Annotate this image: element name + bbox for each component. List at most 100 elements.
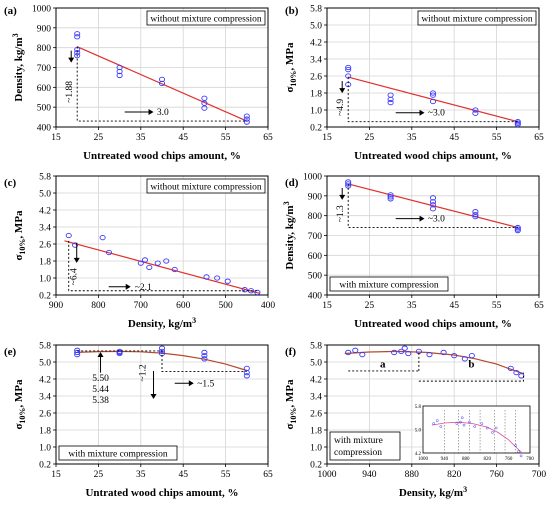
y-tick-label: 1000 — [303, 173, 322, 183]
y-tick-label: 1.0 — [39, 444, 51, 454]
data-point — [201, 352, 208, 359]
annotation-horizontal: ~1.5 — [197, 379, 214, 389]
data-point — [99, 234, 106, 241]
x-tick-label: 55 — [492, 133, 502, 143]
inset-data-point — [468, 420, 471, 424]
data-point — [451, 352, 458, 359]
condition-box — [58, 445, 178, 461]
arrow-head — [419, 215, 425, 222]
condition-label: without mixture compression — [150, 15, 262, 25]
arrow-head — [419, 109, 425, 116]
annotation-value: 5.50 — [92, 374, 109, 384]
inset-data-point — [473, 425, 477, 428]
condition-label: with mixture compression — [339, 281, 438, 291]
annotation-horizontal: ~3.0 — [428, 215, 445, 225]
annotation-horizontal: ~2.1 — [135, 283, 152, 293]
data-point — [387, 194, 394, 200]
annotation-vertical: ~6.4 — [70, 268, 80, 285]
y-axis-label: Density, kg/m3 — [282, 201, 296, 269]
inset-data-point — [455, 422, 459, 425]
x-tick-label: 55 — [492, 301, 502, 311]
inset-y-tick-label: 4.2 — [415, 452, 422, 457]
x-tick-label: 15 — [322, 301, 332, 311]
data-point — [415, 348, 422, 355]
data-point — [398, 348, 405, 355]
inset-frame — [422, 405, 531, 454]
y-tick-label: 3.4 — [39, 224, 51, 234]
y-tick-label: 400 — [37, 124, 52, 134]
plot-frame — [326, 344, 540, 465]
inset-data-point — [514, 444, 518, 448]
annotation-horizontal: ~3.0 — [428, 109, 445, 119]
y-tick-label: 1.8 — [310, 427, 322, 437]
arrow-head — [339, 88, 346, 94]
data-point — [472, 212, 479, 218]
y-tick-label: 5.8 — [39, 342, 51, 352]
x-tick-label: 45 — [449, 301, 459, 311]
data-point — [214, 275, 221, 281]
y-tick-label: 500 — [37, 104, 52, 114]
data-point — [201, 105, 208, 111]
condition-label: compression — [334, 448, 382, 458]
y-tick-label: 0.2 — [39, 292, 51, 302]
data-point — [426, 351, 433, 358]
annotation-vertical: ~4.9 — [336, 99, 346, 116]
data-point — [429, 199, 437, 205]
x-tick-label: 65 — [534, 301, 544, 311]
x-tick-label: 700 — [532, 470, 547, 480]
plot-frame — [326, 175, 540, 296]
inset-data-point — [462, 423, 466, 427]
x-tick-label: 900 — [49, 301, 64, 311]
data-point — [116, 350, 123, 357]
guide-dotted — [76, 46, 247, 122]
data-point — [158, 345, 166, 351]
y-tick-label: 900 — [37, 24, 52, 34]
data-point — [472, 107, 479, 113]
x-axis-label: Untreated wood chips amount, % — [354, 150, 512, 162]
y-tick-label: 900 — [308, 192, 323, 202]
y-tick-label: 1.8 — [39, 427, 51, 437]
y-tick-label: 5.0 — [310, 359, 322, 369]
panel-letter: (d) — [285, 177, 299, 189]
inset-data-point — [435, 419, 439, 423]
data-point — [163, 258, 170, 264]
y-tick-label: 2.6 — [310, 410, 322, 420]
condition-label: with mixture — [334, 436, 383, 446]
x-tick-label: 880 — [405, 470, 420, 480]
data-point — [429, 98, 437, 105]
y-tick-label: 400 — [308, 292, 323, 302]
x-tick-label: 65 — [263, 470, 273, 480]
x-axis-label: Density, kg/m3 — [128, 316, 196, 330]
annotation-vertical: ~1.2 — [139, 364, 149, 381]
x-tick-label: 25 — [94, 470, 104, 480]
data-point — [387, 96, 394, 103]
y-axis-label: σ10%, MPa — [13, 210, 27, 261]
data-point — [401, 345, 408, 351]
inset-y-tick-label: 5.8 — [415, 405, 422, 410]
x-tick-label: 55 — [221, 470, 231, 480]
panel-e: 15 25 35 45 55 65 0.2 1.0 1.8 2.6 3.4 4.2 5.0 5.8 Untr… — [4, 342, 273, 500]
x-tick-label: 25 — [365, 301, 375, 311]
data-point — [391, 349, 398, 356]
arrow-head — [188, 380, 194, 387]
y-tick-label: 0.2 — [310, 124, 322, 134]
data-point — [461, 356, 468, 362]
x-tick-label: 15 — [51, 470, 61, 480]
data-point — [387, 196, 394, 202]
data-point — [387, 92, 394, 98]
guide-dotted — [418, 372, 524, 382]
data-point — [513, 369, 520, 376]
y-tick-label: 5.8 — [39, 173, 51, 183]
data-point — [518, 373, 525, 379]
data-point — [345, 64, 352, 71]
panel-letter: (a) — [4, 5, 17, 17]
inset-data-point — [491, 431, 494, 434]
data-point — [472, 214, 479, 220]
x-tick-label: 35 — [136, 133, 146, 143]
plot-frame — [55, 7, 269, 128]
inset-x-tick-label: 820 — [483, 457, 491, 462]
x-tick-label: 35 — [407, 301, 417, 311]
data-point — [224, 278, 231, 284]
x-axis-label: Density, kg/m3 — [399, 485, 467, 499]
y-tick-label: 4.2 — [39, 207, 51, 217]
